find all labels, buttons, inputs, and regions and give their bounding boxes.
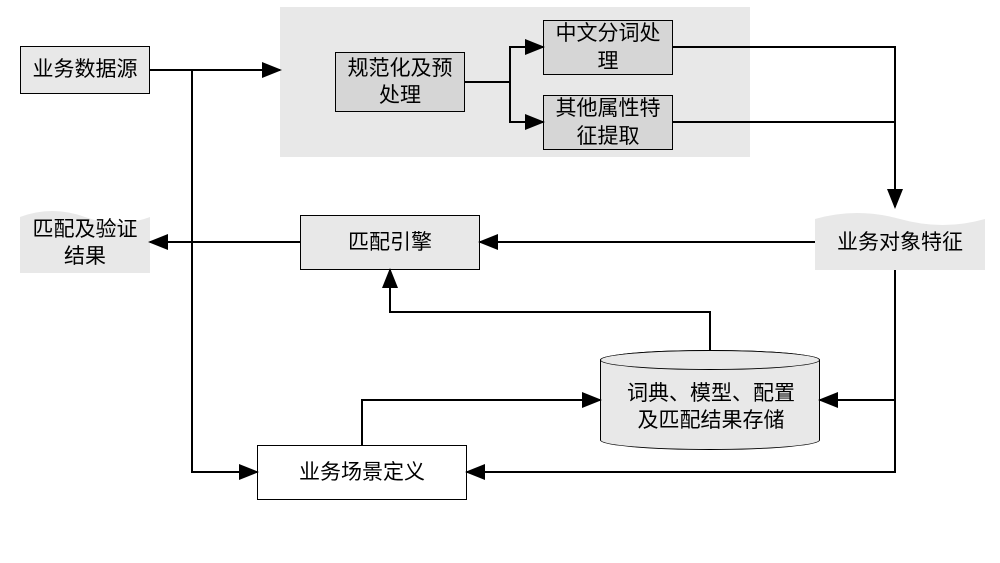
node-label: 业务数据源 [33,56,138,83]
node-storage: 词典、模型、配置 及匹配结果存储 [600,350,820,450]
node-cn-segment: 中文分词处 理 [543,20,673,75]
node-label: 业务对象特征 [837,229,963,256]
node-other-attr: 其他属性特 征提取 [543,95,673,150]
node-normalize: 规范化及预 处理 [335,52,465,112]
node-label: 规范化及预 处理 [348,55,453,110]
node-match-result: 匹配及验证 结果 [20,213,150,273]
node-label: 匹配及验证 结果 [33,216,138,271]
node-label: 匹配引擎 [348,229,432,256]
node-label: 中文分词处 理 [556,20,661,75]
node-data-source: 业务数据源 [20,46,150,94]
node-label: 业务场景定义 [299,459,425,486]
node-obj-feature: 业务对象特征 [815,215,985,270]
node-label: 词典、模型、配置 及匹配结果存储 [627,380,795,435]
node-label: 其他属性特 征提取 [556,95,661,150]
node-scene-def: 业务场景定义 [257,445,467,500]
node-match-engine: 匹配引擎 [300,215,480,270]
